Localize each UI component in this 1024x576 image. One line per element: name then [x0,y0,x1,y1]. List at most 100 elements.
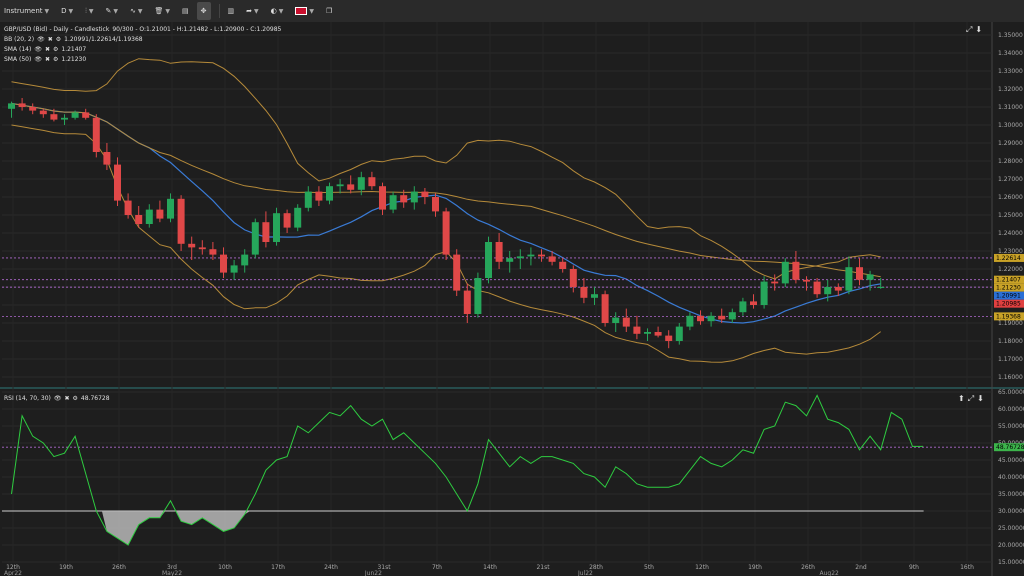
candle-body[interactable] [718,315,726,320]
candle-body[interactable] [188,243,196,248]
candle-body[interactable] [167,198,174,219]
candle-body[interactable] [750,301,757,305]
candle-body[interactable] [877,287,885,288]
candle-body[interactable] [156,209,164,219]
candle-body[interactable] [644,332,651,334]
gear-icon[interactable]: ⚙ [55,36,62,43]
candle-body[interactable] [654,332,662,336]
candle-body[interactable] [792,261,800,280]
candle-body[interactable] [516,256,524,259]
candle-body[interactable] [357,177,365,190]
close-icon[interactable]: ✖ [47,36,53,43]
candle-body[interactable] [739,301,747,313]
eye-icon[interactable]: 👁 [34,46,42,53]
candle-body[interactable] [198,247,206,250]
chart-canvas[interactable]: 1.35000 1.34000 1.33000 1.32000 1.31000 1.300… [0,22,1024,576]
candle-body[interactable] [548,256,556,262]
candle-body[interactable] [781,261,789,284]
bb-label[interactable]: BB (20, 2) [4,36,35,43]
candle-body[interactable] [336,184,344,187]
candle-body[interactable] [771,281,779,284]
candle-body[interactable] [283,213,291,228]
candle-body[interactable] [18,103,26,107]
candle-body[interactable] [103,152,111,165]
candle-body[interactable] [813,281,821,295]
candle-body[interactable] [601,294,609,323]
candle-body[interactable] [114,164,121,201]
candle-body[interactable] [675,326,683,341]
candle-body[interactable] [82,112,90,118]
gear-icon[interactable]: ⚙ [52,46,59,53]
gear-icon[interactable]: ⚙ [52,56,59,63]
fullscreen-button[interactable]: ✥ [196,2,211,20]
candle-body[interactable] [209,249,217,255]
candle-body[interactable] [506,258,514,262]
candle-body[interactable] [389,195,397,210]
window-button[interactable]: ❐ [322,2,336,20]
close-icon[interactable]: ✖ [44,56,50,63]
sma14-label[interactable]: SMA (14) [4,46,32,53]
candle-body[interactable] [622,317,630,327]
candle-body[interactable] [241,254,249,266]
candle-body[interactable] [368,177,376,187]
candle-body[interactable] [866,274,874,280]
candle-body[interactable] [728,312,736,320]
timeframe-menu[interactable]: D ▼ [57,2,77,20]
candle-body[interactable] [8,103,15,109]
trash-button[interactable]: 🗑 ▼ [151,2,175,20]
candle-body[interactable] [527,254,535,257]
candle-body[interactable] [665,335,673,341]
eye-icon[interactable]: 👁 [53,395,62,402]
candle-body[interactable] [580,287,588,298]
candle-body[interactable] [379,186,386,210]
candle-body[interactable] [432,197,439,212]
candle-body[interactable] [845,267,853,291]
candle-body[interactable] [834,287,842,291]
candle-body[interactable] [442,211,450,255]
candle-body[interactable] [145,209,153,224]
candle-body[interactable] [230,265,238,273]
candle-body[interactable] [485,242,492,278]
instrument-menu[interactable]: Instrument ▼ [0,2,53,20]
arrow-down-icon[interactable]: ⬇ [977,394,984,403]
candle-body[interactable] [463,290,471,314]
candle-body[interactable] [569,269,577,287]
candle-body[interactable] [559,261,567,269]
arrow-down-icon[interactable]: ⬇ [975,25,983,34]
layout-button[interactable]: ▤ [178,2,193,20]
candle-body[interactable] [315,191,323,201]
candle-body[interactable] [326,186,333,201]
language-button[interactable]: ▼ [291,2,318,20]
eye-icon[interactable]: 👁 [34,56,42,63]
candle-body[interactable] [50,114,58,120]
candle-body[interactable] [177,198,185,244]
candle-body[interactable] [453,254,461,291]
candle-body[interactable] [803,279,810,282]
candle-body[interactable] [39,110,47,115]
candle-body[interactable] [612,317,620,323]
candle-body[interactable] [591,294,598,298]
candle-body[interactable] [633,326,641,334]
bar-chart-button[interactable]: ▥ [224,2,239,20]
candle-body[interactable] [856,267,863,280]
candle-body[interactable] [262,222,270,242]
candle-body[interactable] [697,315,704,322]
candle-body[interactable] [304,191,312,208]
rsi-label[interactable]: RSI (14, 70, 30) [4,395,51,402]
candle-body[interactable] [410,191,418,203]
gear-icon[interactable]: ⚙ [72,395,78,402]
expand-icon[interactable]: ⤢ [966,25,973,34]
candle-body[interactable] [71,112,79,118]
expand-icon[interactable]: ⤢ [967,394,975,403]
candle-body[interactable] [273,213,280,242]
candle-body[interactable] [686,315,694,327]
candle-body[interactable] [294,207,302,228]
candle-body[interactable] [61,117,68,120]
theme-button[interactable]: ◐ ▼ [267,2,288,20]
candle-body[interactable] [400,195,408,203]
sma50-label[interactable]: SMA (50) [4,56,32,63]
candle-body[interactable] [92,117,100,152]
candle-body[interactable] [124,200,132,215]
candle-body[interactable] [538,254,545,257]
indicators-button[interactable]: ∿ ▼ [126,2,147,20]
